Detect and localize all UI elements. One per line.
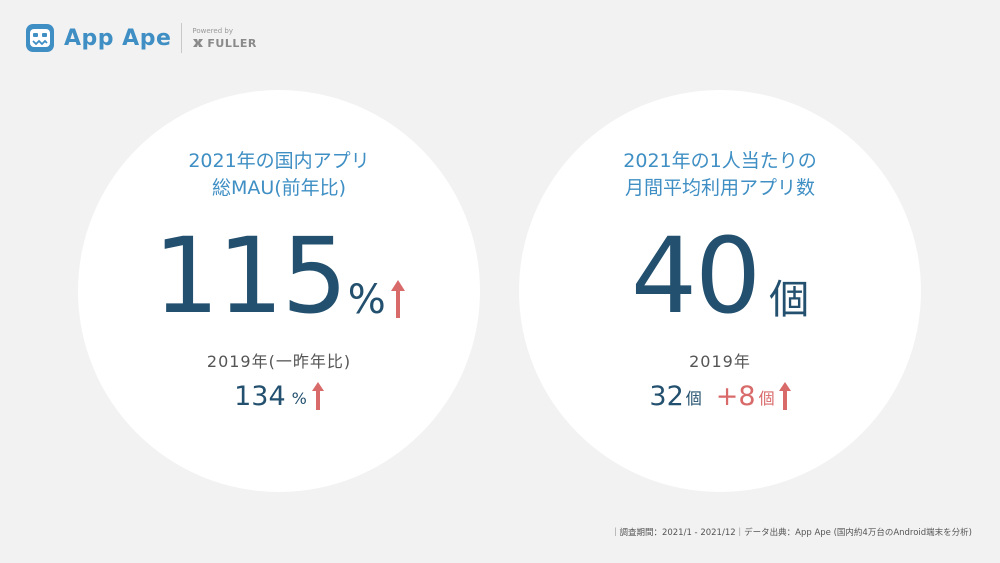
mau-main-value: 115 %	[78, 218, 480, 328]
logo-divider	[181, 23, 183, 53]
apps-main-value: 40 個	[519, 218, 921, 328]
apps-diff-value: +8	[715, 381, 756, 412]
partner-logo: FULLER	[192, 37, 256, 50]
mau-title-line2: 総MAU(前年比)	[211, 177, 347, 199]
apps-title: 2021年の1人当たりの 月間平均利用アプリ数	[519, 148, 921, 202]
apps-unit: 個	[769, 277, 810, 323]
up-arrow-icon	[311, 382, 324, 410]
mau-compare-value: 134	[234, 381, 286, 412]
brand-logo: App Ape Powered by FULLER	[24, 20, 257, 56]
fuller-mark-icon	[193, 39, 204, 47]
brand-name: App Ape	[64, 25, 172, 51]
apps-compare-label: 2019年	[689, 352, 751, 371]
up-arrow-icon	[778, 382, 791, 410]
mau-compare-value-row: 134 %	[78, 382, 480, 412]
apps-title-line1: 2021年の1人当たりの	[623, 150, 817, 172]
apps-compare-unit: 個	[685, 389, 702, 408]
up-arrow-icon	[390, 280, 405, 318]
mau-compare-label: 2019年(一昨年比)	[206, 352, 352, 371]
mau-value: 115	[153, 215, 348, 337]
mau-title: 2021年の国内アプリ 総MAU(前年比)	[78, 148, 480, 202]
mau-compare-unit: %	[291, 389, 307, 408]
robot-face-icon	[26, 24, 54, 52]
apps-compare-value: 32	[649, 381, 684, 412]
mau-unit: %	[347, 277, 386, 323]
source-note: ｜調査期間：2021/1 - 2021/12｜データ出典：App Ape (国内…	[610, 528, 972, 538]
powered-by-block: Powered by FULLER	[192, 27, 256, 50]
mau-stat-card: 2021年の国内アプリ 総MAU(前年比) 115 % 2019年(一昨年比) …	[78, 90, 480, 492]
apps-diff-unit: 個	[758, 389, 775, 408]
partner-name: FULLER	[207, 36, 257, 50]
apps-value: 40	[630, 215, 761, 337]
apps-title-line2: 月間平均利用アプリ数	[624, 177, 815, 199]
apps-compare-value-row: 32 個 +8 個	[519, 382, 921, 412]
mau-title-line1: 2021年の国内アプリ	[188, 150, 370, 172]
apps-per-user-stat-card: 2021年の1人当たりの 月間平均利用アプリ数 40 個 2019年 32 個 …	[519, 90, 921, 492]
powered-by-label: Powered by	[192, 26, 233, 35]
